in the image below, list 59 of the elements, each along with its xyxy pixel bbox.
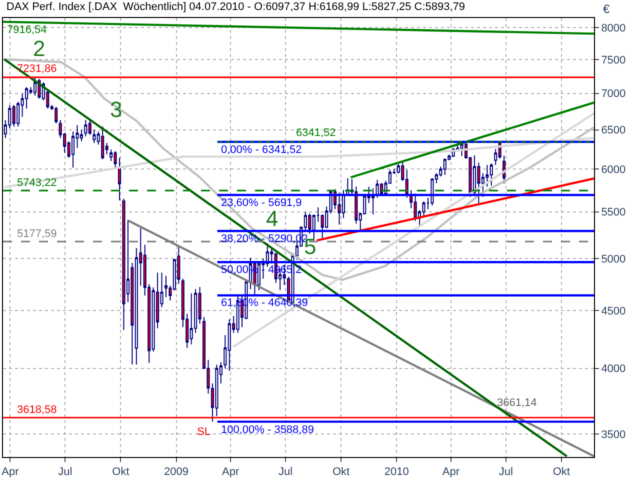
y-tick-label: 7000 [601, 88, 626, 100]
ref-line-label: 5743,22 [17, 177, 57, 189]
x-tick-label: Apr [2, 466, 20, 478]
annotation: 6341,52 [296, 127, 336, 139]
series-label: 23,60% - 5691,9 [221, 197, 302, 209]
candlestick [33, 76, 37, 96]
ref-line-label: 7231,86 [17, 63, 57, 75]
candlestick [490, 162, 493, 186]
candlestick [118, 157, 122, 201]
chart-title: DAX Perf. Index [.DAX Wöchentlich] 04.07.2010 - O:6097,37 H:6168,99 L:5827,25 C:5893,79 [6, 1, 466, 14]
annotation: SL [197, 426, 210, 438]
annotation: 3661,14 [497, 397, 537, 409]
y-tick-label: 8000 [601, 22, 626, 35]
y-tick-label: 6000 [601, 164, 626, 176]
x-tick-label: 2009 [164, 466, 188, 478]
candlestick [88, 120, 92, 136]
x-tick-label: Apr [442, 466, 460, 478]
x-tick-label: Apr [222, 466, 240, 478]
ref-line-label: 3618,58 [17, 404, 57, 416]
y-tick-label: 5000 [601, 254, 626, 266]
candlestick [228, 318, 231, 372]
y-tick-label: 4500 [601, 305, 626, 318]
candlestick [372, 188, 375, 216]
y-tick-label: 6500 [601, 124, 626, 137]
x-tick-label: Okt [332, 466, 350, 478]
candlestick [54, 106, 58, 124]
candlestick [414, 192, 417, 222]
ref-line-label: 5177,59 [17, 228, 57, 240]
candlestick [460, 142, 464, 157]
candlestick [338, 192, 341, 226]
line-series [3, 58, 594, 281]
candlestick [122, 198, 126, 330]
annotation: 2 [33, 36, 46, 61]
y-axis-title: € [603, 2, 610, 16]
candlestick [164, 275, 168, 298]
candlestick [84, 120, 88, 137]
x-tick-label: Okt [112, 466, 130, 478]
y-tick-label: 7500 [601, 54, 626, 66]
series-label: 0,00% - 6341,52 [221, 144, 302, 156]
candlestick [114, 150, 117, 168]
x-tick-label: Jul [498, 466, 513, 478]
x-tick-label: Okt [552, 466, 570, 478]
annotation: 3 [110, 97, 122, 122]
candlestick [92, 129, 96, 144]
x-tick-label: Jul [278, 466, 293, 478]
y-tick-label: 5500 [601, 206, 626, 219]
candlestick [12, 104, 16, 128]
candlestick [101, 126, 104, 160]
annotation: 4 [266, 206, 278, 231]
x-tick-label: 2010 [384, 466, 409, 478]
y-tick-label: 4000 [601, 363, 626, 376]
series-label: 100,00% - 3588,89 [221, 424, 314, 436]
x-tick-label: Jul [58, 466, 72, 478]
y-tick-label: 3500 [601, 428, 626, 441]
candlestick [443, 158, 446, 176]
series-label: 7916,54 [7, 24, 47, 36]
candlestick [308, 213, 312, 234]
candlestick [190, 292, 193, 345]
candlestick [376, 179, 379, 198]
